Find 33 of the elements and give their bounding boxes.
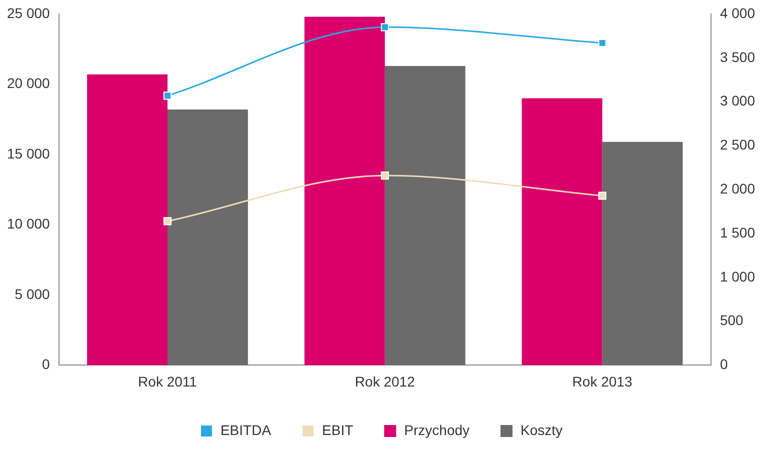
bar [304, 16, 385, 366]
legend-label: Koszty [520, 422, 563, 438]
y-tick-label: 0 [42, 356, 50, 372]
y-tick-label: 20 000 [6, 75, 50, 92]
y2-tick-label: 4 000 [720, 4, 756, 21]
x-tick-label: Rok 2011 [138, 373, 198, 390]
bar [602, 142, 683, 366]
y2-tick-label: 0 [720, 356, 728, 372]
y-tick-label: 5 000 [14, 286, 50, 302]
y2-tick-label: 3 500 [720, 48, 756, 65]
point [380, 23, 389, 32]
y2-tick-label: 1 000 [720, 268, 756, 284]
x-tick-label: Rok 2012 [354, 373, 416, 390]
y2-tick-label: 1 500 [720, 224, 756, 240]
x-tick-label: Rok 2013 [572, 373, 632, 390]
legend-label: EBIT [322, 422, 354, 438]
point [163, 217, 172, 226]
bar [168, 110, 248, 366]
y2-tick-label: 500 [720, 312, 744, 328]
y2-tick-label: 2 000 [720, 180, 756, 196]
bar [384, 66, 466, 366]
y2-tick-label: 2 500 [720, 136, 756, 153]
y-tick-label: 10 000 [6, 216, 50, 232]
point [380, 172, 389, 180]
legend-label: EBITDA [220, 422, 272, 438]
bar [522, 98, 602, 366]
y2-tick-label: 3 000 [720, 92, 756, 109]
point [163, 92, 172, 100]
legend-label: Przychody [404, 422, 470, 438]
y-tick-label: 25 000 [6, 4, 50, 21]
y-tick-label: 15 000 [6, 145, 50, 162]
point [598, 192, 606, 200]
bar [87, 74, 168, 366]
